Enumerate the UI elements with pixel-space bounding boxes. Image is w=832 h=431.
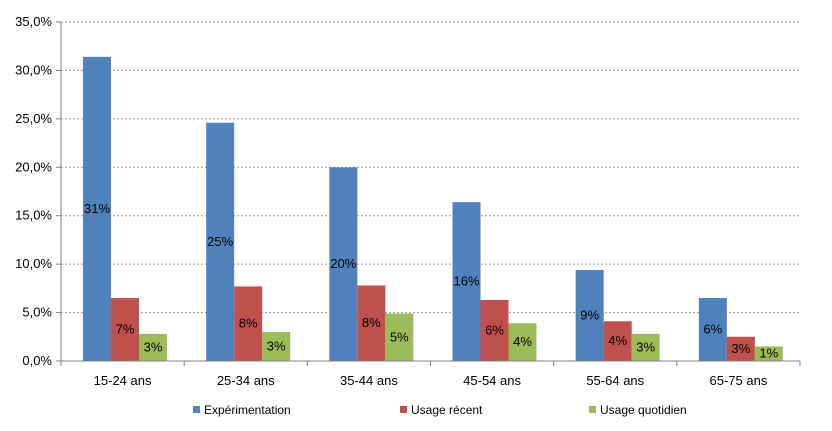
legend-swatch bbox=[193, 406, 200, 413]
bar bbox=[631, 333, 660, 361]
y-tick-label: 20,0% bbox=[15, 159, 52, 174]
y-tick-label: 35,0% bbox=[15, 14, 52, 29]
x-tick-label: 45-54 ans bbox=[463, 373, 521, 388]
bars bbox=[83, 56, 783, 362]
data-label: 6% bbox=[485, 322, 504, 337]
bar bbox=[139, 333, 167, 361]
y-tick-label: 5,0% bbox=[22, 305, 52, 320]
gridlines bbox=[61, 21, 800, 314]
legend-label: Expérimentation bbox=[204, 403, 291, 417]
data-label: 16% bbox=[453, 274, 479, 289]
y-tick-label: 30,0% bbox=[15, 62, 52, 77]
bar bbox=[508, 323, 537, 361]
bar bbox=[754, 346, 783, 361]
x-tick-label: 25-34 ans bbox=[217, 373, 275, 388]
data-label: 8% bbox=[239, 316, 258, 331]
bar bbox=[83, 56, 111, 362]
data-label: 3% bbox=[731, 341, 750, 356]
data-label: 4% bbox=[608, 333, 627, 348]
bar bbox=[698, 298, 727, 361]
bar bbox=[262, 331, 291, 361]
x-tick-label: 65-75 ans bbox=[710, 373, 768, 388]
legend-swatch bbox=[400, 406, 407, 413]
x-tick-label: 15-24 ans bbox=[94, 373, 152, 388]
legend-label: Usage quotidien bbox=[600, 403, 687, 417]
bar bbox=[385, 313, 414, 361]
bar bbox=[603, 321, 632, 361]
data-label: 4% bbox=[513, 334, 532, 349]
bar bbox=[111, 298, 139, 361]
legend: Expérimentation Usage récent Usage quotidi… bbox=[193, 403, 687, 417]
data-label: 3% bbox=[144, 339, 163, 354]
data-label: 20% bbox=[330, 256, 356, 271]
y-tick-label: 0,0% bbox=[22, 353, 52, 368]
data-label: 3% bbox=[636, 339, 655, 354]
y-axis: 0,0% 5,0% 10,0% 15,0% 20,0% 25,0% 30,0% 35,0% bbox=[15, 14, 62, 368]
bar bbox=[206, 122, 235, 361]
data-label: 6% bbox=[703, 322, 722, 337]
data-label: 1% bbox=[759, 346, 778, 361]
bar bbox=[726, 336, 755, 361]
data-label: 7% bbox=[116, 322, 135, 337]
bar bbox=[329, 167, 358, 361]
data-labels: 31% 7% 3% 25% 8% 3% 20% 8% 5% 16% 6% 4% 9% 4% 3% 6% 3% 1% bbox=[84, 201, 779, 361]
bar bbox=[357, 285, 386, 361]
y-tick-label: 25,0% bbox=[15, 111, 52, 126]
data-label: 31% bbox=[84, 201, 110, 216]
data-label: 5% bbox=[390, 329, 409, 344]
bar bbox=[452, 202, 481, 361]
y-tick-label: 15,0% bbox=[15, 208, 52, 223]
legend-label: Usage récent bbox=[411, 403, 483, 417]
x-axis: 15-24 ans 25-34 ans 35-44 ans 45-54 ans 55-6… bbox=[60, 360, 801, 388]
y-tick-label: 10,0% bbox=[15, 256, 52, 271]
bar bbox=[234, 286, 263, 361]
x-tick-label: 55-64 ans bbox=[586, 373, 644, 388]
bar bbox=[480, 299, 509, 361]
data-label: 3% bbox=[267, 338, 286, 353]
data-label: 8% bbox=[362, 315, 381, 330]
legend-swatch bbox=[589, 406, 596, 413]
data-label: 25% bbox=[207, 234, 233, 249]
data-label: 9% bbox=[580, 307, 599, 322]
bar bbox=[575, 269, 604, 361]
x-tick-label: 35-44 ans bbox=[340, 373, 398, 388]
